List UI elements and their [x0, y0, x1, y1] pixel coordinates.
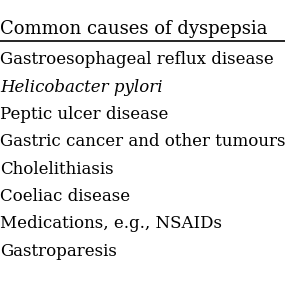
Text: Medications, e.g., NSAIDs: Medications, e.g., NSAIDs — [0, 215, 222, 233]
Text: Common causes of dyspepsia: Common causes of dyspepsia — [0, 20, 268, 38]
Text: Peptic ulcer disease: Peptic ulcer disease — [0, 106, 168, 123]
Text: Helicobacter pylori: Helicobacter pylori — [0, 79, 163, 96]
Text: Gastroparesis: Gastroparesis — [0, 243, 117, 260]
Text: Gastroesophageal reflux disease: Gastroesophageal reflux disease — [0, 51, 274, 68]
Text: Gastric cancer and other tumours: Gastric cancer and other tumours — [0, 133, 285, 150]
Text: Coeliac disease: Coeliac disease — [0, 188, 130, 205]
Text: Cholelithiasis: Cholelithiasis — [0, 161, 114, 178]
